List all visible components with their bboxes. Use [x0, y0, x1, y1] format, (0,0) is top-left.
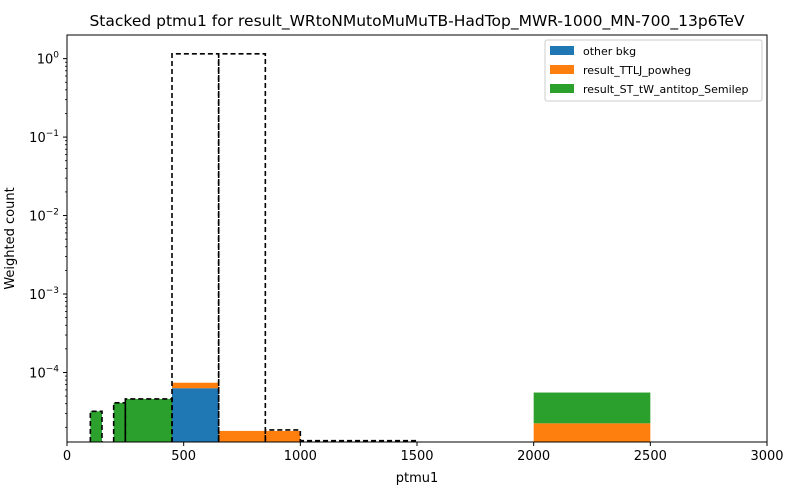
bar-result-st-tw-antitop-semilep-100-150 — [90, 411, 102, 442]
legend: other bkg result_TTLJ_powheg result_ST_tW_… — [544, 39, 763, 102]
bar-result-ttlj-powheg-450-650 — [172, 382, 219, 389]
x-tick-label: 500 — [171, 449, 196, 464]
y-tick-label: 10−3 — [29, 286, 59, 303]
x-tick-label: 3000 — [750, 449, 783, 464]
bars-layer — [90, 382, 651, 442]
y-tick-label: 100 — [37, 51, 60, 68]
legend-label: other bkg — [583, 45, 636, 58]
signal-bin-100-150 — [89, 410, 103, 442]
legend-swatch — [550, 46, 574, 55]
legend-label: result_ST_tW_antitop_Semilep — [583, 83, 748, 96]
bar-result-st-tw-antitop-semilep-200-250 — [113, 402, 126, 442]
y-axis-ticks: 10−4 10−3 10−2 10−1 100 — [29, 51, 67, 428]
y-tick-label: 10−2 — [29, 208, 59, 225]
x-axis-label: ptmu1 — [396, 471, 439, 486]
x-tick-label: 2000 — [517, 449, 550, 464]
signal-bin-650-850 — [217, 53, 267, 442]
legend-swatch — [550, 65, 574, 74]
signal-bin-1000-1500 — [299, 439, 418, 442]
legend-label: result_TTLJ_powheg — [583, 64, 691, 77]
bar-result-st-tw-antitop-semilep-2000-2500 — [533, 392, 651, 424]
x-axis-ticks: 0 500 1000 1500 2000 2500 3000 — [63, 442, 784, 464]
legend-swatch — [550, 84, 574, 93]
x-tick-label: 2500 — [634, 449, 667, 464]
bar-result-ttlj-powheg-650-850 — [218, 430, 266, 442]
y-tick-label: 10−4 — [29, 364, 59, 381]
bar-result-st-tw-antitop-semilep-250-450 — [125, 398, 172, 442]
x-tick-label: 1500 — [400, 449, 433, 464]
legend-box — [544, 39, 763, 102]
y-axis-label: Weighted count — [3, 187, 18, 289]
bar-result-ttlj-powheg-2000-2500 — [533, 423, 651, 442]
signal-bin-250-450 — [124, 398, 173, 442]
chart-title: Stacked ptmu1 for result_WRtoNMutoMuMuTB… — [89, 12, 744, 31]
signal-outline-layer — [89, 53, 418, 442]
x-tick-label: 0 — [63, 449, 71, 464]
bar-other-bkg-450-650 — [172, 388, 219, 442]
signal-bin-200-250 — [112, 402, 127, 442]
y-tick-label: 10−1 — [29, 129, 59, 146]
bar-result-ttlj-powheg-850-1000 — [265, 430, 301, 442]
x-tick-label: 1000 — [284, 449, 317, 464]
